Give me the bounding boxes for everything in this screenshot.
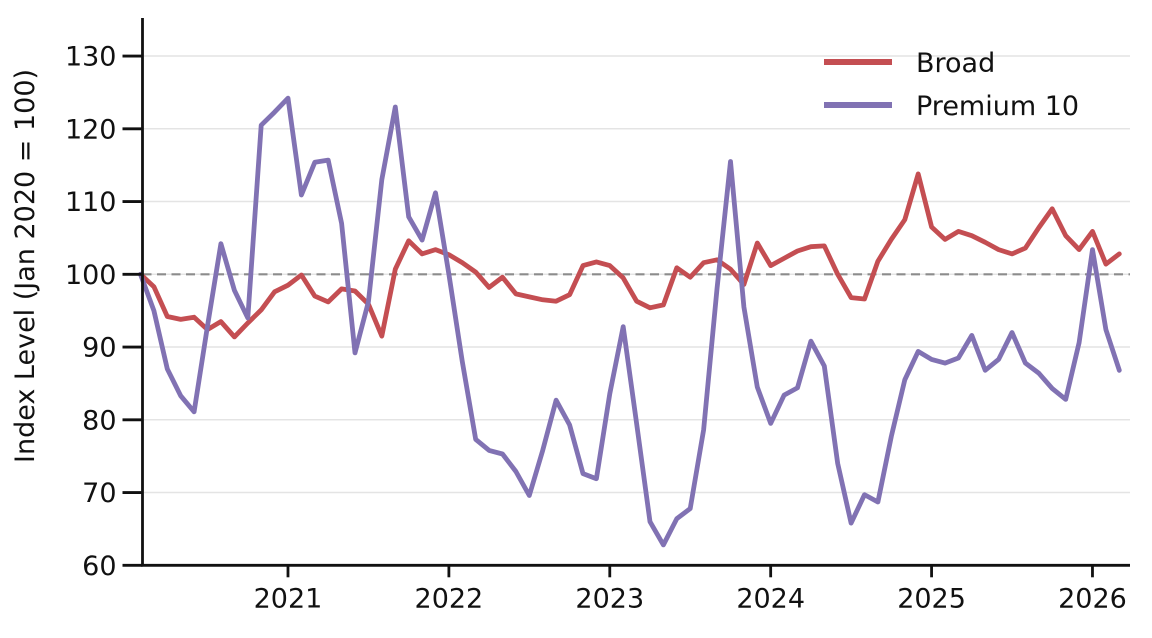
y-tick-label-100: 100 [65,260,117,291]
legend-label-broad: Broad [916,48,995,79]
x-tick-label-2024: 2024 [736,583,805,614]
legend: Broad Premium 10 [824,48,1079,122]
line-series-group [138,95,1122,548]
legend-label-premium10: Premium 10 [916,91,1079,122]
x-tick-label-2025: 2025 [897,583,966,614]
x-tick-label-2022: 2022 [415,583,484,614]
y-tick-label-90: 90 [82,333,116,364]
x-tick-label-2023: 2023 [575,583,644,614]
y-axis-label: Index Level (Jan 2020 = 100) [10,69,41,463]
series-line-premium-10 [138,95,1122,548]
y-tick-label-110: 110 [65,187,117,218]
x-tick-label-2021: 2021 [254,583,323,614]
x-tick-label-2026: 2026 [1058,583,1127,614]
series-line-broad [138,171,1122,340]
axes [122,18,1130,578]
y-tick-label-130: 130 [65,42,117,73]
y-tick-label-120: 120 [65,114,117,145]
y-tick-label-70: 70 [82,478,116,509]
tick-labels: 60 70 80 90 100 110 120 130 2021 2022 2023 2024 2025… [65,42,1127,615]
y-tick-label-60: 60 [82,551,116,582]
y-tick-label-80: 80 [82,405,116,436]
